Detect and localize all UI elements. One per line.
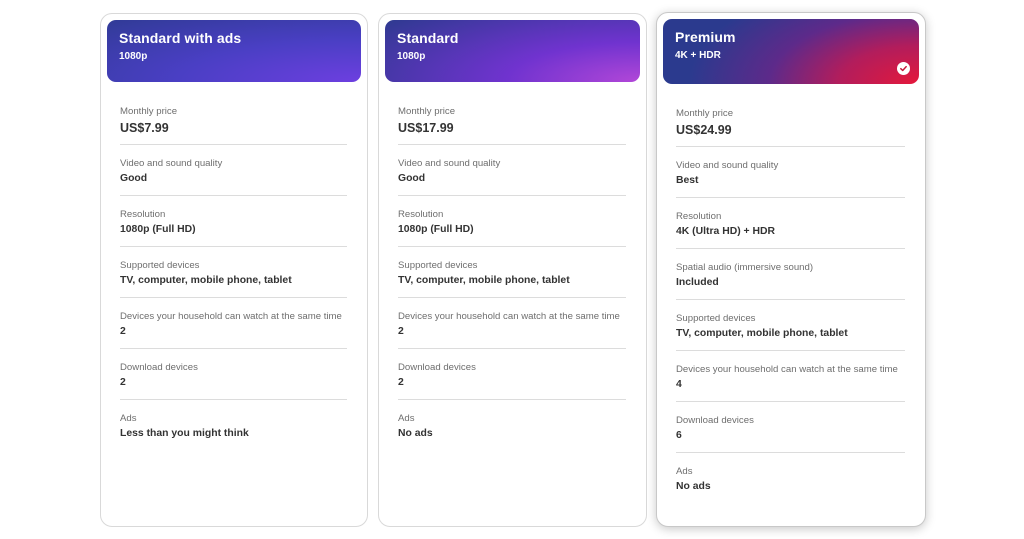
feature-row-download-devices: Download devices 2	[120, 355, 347, 400]
feature-row-download-devices: Download devices 2	[398, 355, 626, 400]
feature-row-spatial-audio: Spatial audio (immersive sound) Included	[676, 255, 905, 300]
feature-label: Video and sound quality	[120, 158, 223, 169]
feature-row-supported-devices: Supported devices TV, computer, mobile p…	[676, 306, 905, 351]
feature-value: 2	[398, 326, 404, 337]
plan-header: Standard with ads 1080p	[107, 20, 361, 82]
feature-value: Less than you might think	[120, 428, 249, 439]
feature-label: Download devices	[676, 415, 754, 426]
plan-card-standard[interactable]: Standard 1080p Monthly price US$17.99 Vi…	[378, 13, 647, 527]
feature-row-simultaneous-streams: Devices your household can watch at the …	[676, 357, 905, 402]
feature-value: 2	[120, 377, 126, 388]
feature-value: TV, computer, mobile phone, tablet	[120, 275, 292, 286]
feature-label: Resolution	[398, 209, 444, 220]
feature-value: 6	[676, 430, 682, 441]
feature-value: Good	[120, 173, 148, 184]
feature-value: US$17.99	[398, 121, 454, 135]
feature-label: Monthly price	[120, 106, 178, 117]
plan-header: Standard 1080p	[385, 20, 640, 82]
feature-label: Download devices	[120, 362, 198, 373]
plan-features: Monthly price US$7.99 Video and sound qu…	[107, 99, 361, 450]
feature-row-resolution: Resolution 1080p (Full HD)	[398, 202, 626, 247]
feature-row-resolution: Resolution 4K (Ultra HD) + HDR	[676, 204, 905, 249]
plan-card-standard-with-ads[interactable]: Standard with ads 1080p Monthly price US…	[100, 13, 368, 527]
feature-value: 4	[676, 379, 682, 390]
feature-row-simultaneous-streams: Devices your household can watch at the …	[398, 304, 626, 349]
feature-label: Supported devices	[120, 260, 200, 271]
feature-row-supported-devices: Supported devices TV, computer, mobile p…	[398, 253, 626, 298]
feature-row-monthly-price: Monthly price US$7.99	[120, 99, 347, 145]
feature-label: Ads	[120, 413, 137, 424]
feature-value: Included	[676, 277, 719, 288]
feature-row-ads: Ads Less than you might think	[120, 406, 347, 450]
plan-resolution-badge: 1080p	[397, 51, 426, 62]
feature-row-quality: Video and sound quality Good	[120, 151, 347, 196]
plan-features: Monthly price US$17.99 Video and sound q…	[385, 99, 640, 450]
feature-row-quality: Video and sound quality Good	[398, 151, 626, 196]
plan-name: Premium	[675, 29, 736, 45]
plan-resolution-badge: 1080p	[119, 51, 148, 62]
feature-label: Spatial audio (immersive sound)	[676, 262, 814, 273]
plan-name: Standard with ads	[119, 30, 242, 46]
feature-value: TV, computer, mobile phone, tablet	[398, 275, 570, 286]
feature-label: Monthly price	[676, 108, 734, 119]
feature-label: Ads	[398, 413, 415, 424]
feature-label: Ads	[676, 466, 693, 477]
feature-label: Resolution	[120, 209, 166, 220]
feature-row-ads: Ads No ads	[676, 459, 905, 503]
feature-value: 1080p (Full HD)	[398, 224, 474, 235]
feature-value: Best	[676, 175, 699, 186]
feature-value: 2	[398, 377, 404, 388]
feature-value: Good	[398, 173, 426, 184]
feature-value: US$24.99	[676, 123, 732, 137]
feature-value: No ads	[398, 428, 433, 439]
plan-resolution-badge: 4K + HDR	[675, 50, 721, 61]
feature-row-monthly-price: Monthly price US$24.99	[676, 101, 905, 147]
feature-row-resolution: Resolution 1080p (Full HD)	[120, 202, 347, 247]
plan-features: Monthly price US$24.99 Video and sound q…	[663, 101, 919, 503]
feature-value: No ads	[676, 481, 711, 492]
feature-value: 1080p (Full HD)	[120, 224, 196, 235]
feature-label: Download devices	[398, 362, 476, 373]
feature-label: Devices your household can watch at the …	[120, 311, 342, 322]
feature-row-monthly-price: Monthly price US$17.99	[398, 99, 626, 145]
feature-label: Devices your household can watch at the …	[398, 311, 620, 322]
feature-row-supported-devices: Supported devices TV, computer, mobile p…	[120, 253, 347, 298]
feature-row-quality: Video and sound quality Best	[676, 153, 905, 198]
feature-value: US$7.99	[120, 121, 169, 135]
feature-label: Monthly price	[398, 106, 456, 117]
check-circle-icon	[897, 62, 910, 75]
feature-label: Devices your household can watch at the …	[676, 364, 898, 375]
feature-label: Resolution	[676, 211, 722, 222]
feature-label: Supported devices	[398, 260, 478, 271]
feature-value: 4K (Ultra HD) + HDR	[676, 226, 776, 237]
feature-label: Video and sound quality	[398, 158, 501, 169]
plan-card-premium[interactable]: Premium 4K + HDR Monthly price US$24.99 …	[656, 12, 926, 527]
feature-row-download-devices: Download devices 6	[676, 408, 905, 453]
feature-label: Video and sound quality	[676, 160, 779, 171]
feature-row-ads: Ads No ads	[398, 406, 626, 450]
feature-value: 2	[120, 326, 126, 337]
plan-header: Premium 4K + HDR	[663, 19, 919, 84]
feature-value: TV, computer, mobile phone, tablet	[676, 328, 848, 339]
feature-label: Supported devices	[676, 313, 756, 324]
feature-row-simultaneous-streams: Devices your household can watch at the …	[120, 304, 347, 349]
plan-name: Standard	[397, 30, 459, 46]
